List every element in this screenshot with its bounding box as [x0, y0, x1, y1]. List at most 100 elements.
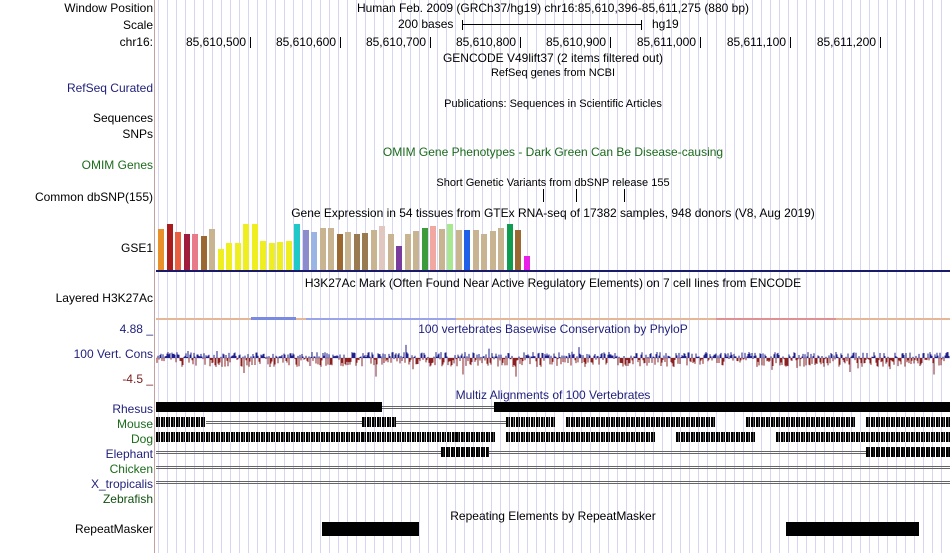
phylop-track-title[interactable]: 100 vertebrates Basewise Conservation by… [418, 322, 688, 336]
scale-label: Scale [122, 18, 153, 32]
gtex-tissue-bar[interactable] [319, 228, 326, 270]
gtex-tissue-bar[interactable] [515, 230, 521, 270]
gtex-tissue-bar[interactable] [370, 230, 377, 270]
gtex-tissue-bar[interactable] [302, 230, 309, 270]
alignment-block[interactable] [441, 447, 489, 457]
gtex-tissue-bar[interactable] [260, 241, 266, 270]
dbsnp-variant-marks[interactable] [156, 189, 950, 203]
gtex-tissue-bar[interactable] [277, 242, 283, 270]
layered-h3k27ac-label[interactable]: Layered H3K27Ac [55, 291, 153, 305]
gtex-tissue-bar[interactable] [192, 234, 198, 270]
gencode-track-title[interactable]: GENCODE V49lift37 (2 items filtered out) [442, 51, 664, 65]
species-zebrafish-label[interactable]: Zebrafish [102, 492, 153, 506]
gtex-tissue-bar[interactable] [209, 229, 215, 270]
base-position-ruler[interactable]: 85,610,500 85,610,600 85,610,700 85,610,800… [156, 34, 950, 50]
repeatmasker-elements[interactable] [156, 522, 950, 537]
gtex-tissue-bar[interactable] [506, 224, 513, 270]
h3k27ac-signal[interactable] [156, 312, 950, 320]
repeat-element[interactable] [786, 522, 919, 536]
gtex-tissue-bar[interactable] [251, 224, 258, 270]
gtex-tissue-bar[interactable] [421, 228, 428, 270]
gtex-tissue-bar[interactable] [175, 232, 181, 270]
gtex-tissue-bar[interactable] [379, 226, 385, 270]
alignment-block[interactable] [566, 417, 716, 427]
multiz-track-title[interactable]: Multiz Alignments of 100 Vertebrates [455, 388, 651, 402]
alignment-block[interactable] [362, 417, 396, 427]
alignment-block[interactable] [456, 432, 496, 442]
omim-genes-label[interactable]: OMIM Genes [81, 158, 153, 172]
alignment-block[interactable] [362, 432, 456, 442]
gtex-tissue-bar[interactable] [336, 234, 343, 270]
gtex-tissue-bar[interactable] [362, 233, 368, 270]
refseq-track-title[interactable]: RefSeq genes from NCBI [490, 67, 616, 79]
gtex-tissue-bar[interactable] [404, 234, 411, 270]
alignment-block[interactable] [494, 402, 950, 412]
gtex-tissue-bar[interactable] [481, 234, 487, 270]
gtex-tissue-bar[interactable] [226, 243, 232, 270]
gtex-tissue-bar[interactable] [345, 232, 351, 270]
species-dog-label[interactable]: Dog [130, 432, 153, 446]
gtex-tissue-bar[interactable] [447, 224, 453, 270]
gtex-tissue-bar[interactable] [430, 226, 436, 270]
species-rhesus-label[interactable]: Rhesus [112, 402, 153, 416]
gtex-tissue-bar[interactable] [294, 224, 300, 270]
gtex-tissue-bar[interactable] [217, 249, 224, 270]
alignment-block[interactable] [156, 417, 206, 427]
gtex-tissue-bar[interactable] [166, 224, 173, 270]
alignment-gap-line [156, 468, 950, 469]
gtex-tissue-bar[interactable] [285, 241, 292, 270]
refseq-curated-label[interactable]: RefSeq Curated [66, 81, 153, 95]
dbsnp-track-title[interactable]: Short Genetic Variants from dbSNP releas… [436, 177, 670, 189]
gtex-tissue-bar[interactable] [234, 243, 241, 270]
gtex-track-title[interactable]: Gene Expression in 54 tissues from GTEx … [291, 206, 815, 220]
gtex-tissue-bar[interactable] [464, 230, 470, 270]
alignment-block[interactable] [866, 447, 950, 457]
repeatmasker-track-title[interactable]: Repeating Elements by RepeatMasker [450, 509, 656, 523]
gtex-tissue-bar[interactable] [328, 228, 334, 270]
alignment-block[interactable] [776, 432, 950, 442]
species-chicken-label[interactable]: Chicken [109, 462, 153, 476]
alignment-block[interactable] [506, 432, 656, 442]
multiz-alignment-blocks[interactable] [156, 400, 950, 495]
gtex-expression-bars[interactable] [156, 222, 950, 270]
species-elephant-label[interactable]: Elephant [105, 447, 153, 461]
gtex-tissue-bar[interactable] [387, 234, 394, 270]
h3k27ac-track-title[interactable]: H3K27Ac Mark (Often Found Near Active Re… [304, 276, 802, 290]
ruler-tick [520, 37, 521, 48]
gtex-tissue-bar[interactable] [413, 231, 419, 270]
alignment-block[interactable] [676, 432, 756, 442]
species-mouse-label[interactable]: Mouse [116, 417, 153, 431]
common-dbsnp-label[interactable]: Common dbSNP(155) [34, 190, 153, 204]
gtex-tissue-bar[interactable] [396, 246, 402, 270]
100-vert-cons-label[interactable]: 100 Vert. Cons [73, 347, 153, 361]
gse1-label[interactable]: GSE1 [120, 241, 153, 255]
snps-label[interactable]: SNPs [122, 127, 153, 141]
ruler-tick-label: 85,610,700 [365, 35, 426, 49]
alignment-block[interactable] [746, 417, 856, 427]
gtex-tissue-bar[interactable] [200, 236, 207, 270]
ruler-tick-label: 85,611,100 [726, 35, 786, 49]
gtex-tissue-bar[interactable] [523, 256, 530, 270]
gtex-tissue-bar[interactable] [268, 243, 275, 270]
gtex-tissue-bar[interactable] [183, 234, 190, 270]
phylop-conservation-plot[interactable] [156, 336, 950, 384]
species-x-tropicalis-label[interactable]: X_tropicalis [90, 477, 153, 491]
gtex-tissue-bar[interactable] [455, 230, 462, 270]
gtex-tissue-bar[interactable] [472, 230, 479, 270]
alignment-block[interactable] [866, 417, 950, 427]
repeatmasker-label[interactable]: RepeatMasker [74, 522, 153, 536]
gtex-tissue-bar[interactable] [243, 224, 249, 270]
gtex-tissue-bar[interactable] [489, 231, 496, 270]
omim-track-title[interactable]: OMIM Gene Phenotypes - Dark Green Can Be… [382, 145, 724, 159]
alignment-block[interactable] [506, 417, 556, 427]
sequences-label[interactable]: Sequences [92, 111, 153, 125]
gtex-tissue-bar[interactable] [438, 229, 445, 270]
alignment-block[interactable] [156, 402, 382, 412]
publications-track-title[interactable]: Publications: Sequences in Scientific Ar… [444, 98, 662, 110]
alignment-block[interactable] [156, 432, 362, 442]
gtex-tissue-bar[interactable] [311, 232, 317, 270]
gtex-tissue-bar[interactable] [498, 228, 504, 270]
gtex-tissue-bar[interactable] [158, 229, 164, 270]
gtex-tissue-bar[interactable] [353, 234, 360, 270]
repeat-element[interactable] [322, 522, 419, 536]
